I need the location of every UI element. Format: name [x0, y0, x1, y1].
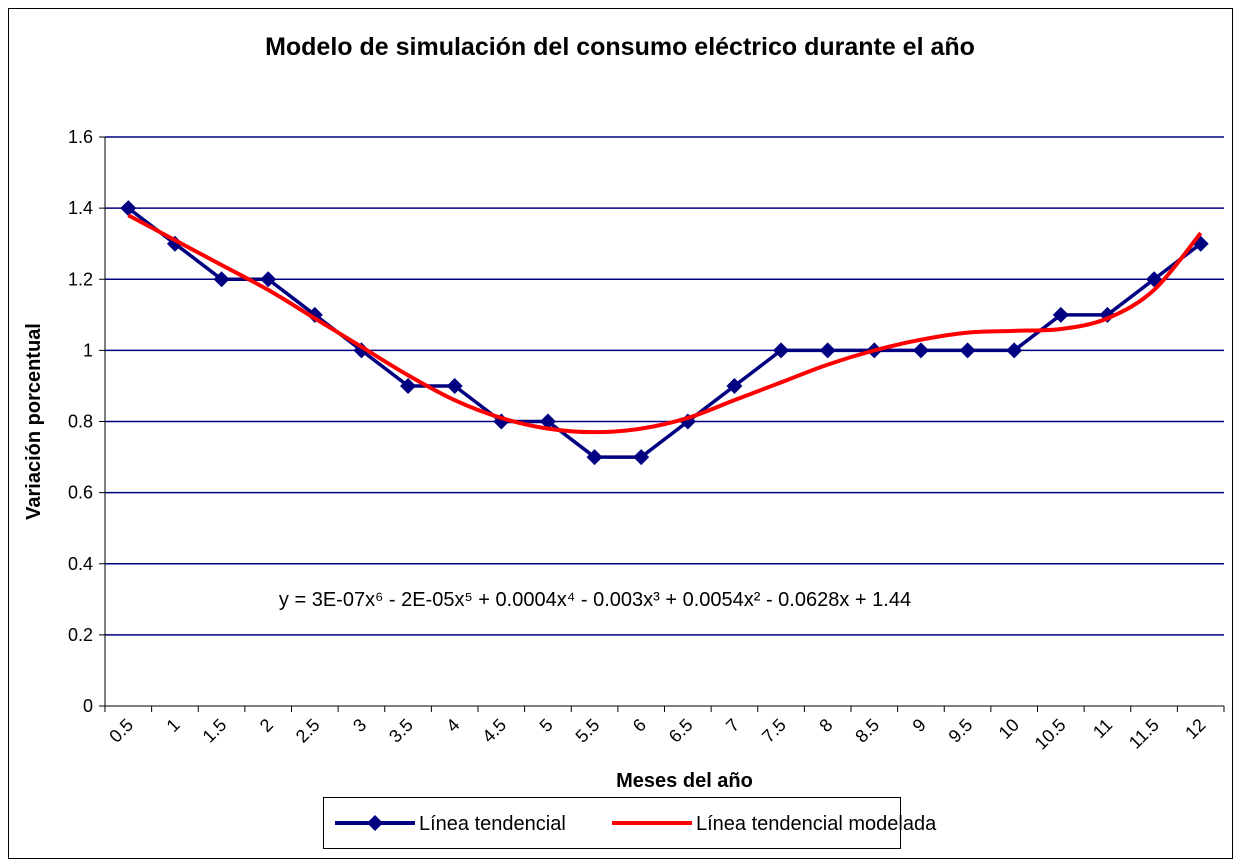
data-point — [912, 342, 929, 359]
x-tick-label: 1 — [163, 715, 184, 736]
x-tick-label: 2 — [256, 715, 277, 736]
data-point — [586, 449, 603, 466]
x-tick-label: 8 — [815, 715, 836, 736]
y-tick-label: 1.2 — [68, 269, 93, 289]
x-tick-label: 7 — [722, 715, 743, 736]
y-tick-label: 0.6 — [68, 483, 93, 503]
x-tick-label: 9.5 — [945, 715, 977, 747]
annotation: y = 3E-07x⁶ - 2E-05x⁵ + 0.0004x⁴ - 0.003… — [279, 589, 911, 611]
x-tick-label: 10.5 — [1031, 715, 1070, 754]
data-point — [773, 342, 790, 359]
x-tick-label: 2.5 — [292, 715, 324, 747]
x-tick-label: 10 — [995, 715, 1023, 743]
x-tick-label: 0.5 — [105, 715, 137, 747]
chart-title: Modelo de simulación del consumo eléctri… — [265, 33, 975, 61]
x-tick-label: 11 — [1089, 715, 1116, 742]
x-tick-label: 4 — [442, 715, 463, 736]
data-point — [213, 271, 230, 288]
series-line — [127, 213, 1203, 435]
x-tick-label: 4.5 — [478, 715, 510, 747]
data-point — [539, 413, 556, 430]
y-axis-title: Variación porcentual — [23, 323, 45, 520]
x-tick-label: 5.5 — [572, 715, 604, 747]
x-tick-label: 9 — [909, 715, 930, 736]
data-point — [1052, 306, 1069, 323]
y-tick-label: 0.4 — [68, 554, 93, 574]
x-tick-label: 11.5 — [1125, 715, 1163, 753]
data-point — [120, 200, 137, 217]
chart-border — [8, 8, 1233, 859]
y-tick-label: 0.2 — [68, 625, 93, 645]
x-tick-label: 6 — [629, 715, 650, 736]
legend-label: Línea tendencial modelada — [696, 813, 937, 835]
data-point — [726, 377, 743, 394]
x-tick-label: 3 — [349, 715, 370, 736]
y-tick-label: 1.6 — [68, 127, 93, 147]
data-point — [260, 271, 277, 288]
y-tick-label: 0 — [83, 696, 93, 716]
data-point — [959, 342, 976, 359]
legend-marker — [367, 815, 383, 831]
data-point — [1006, 342, 1023, 359]
x-axis-title: Meses del año — [616, 770, 753, 792]
x-tick-label: 1.5 — [199, 715, 231, 747]
y-tick-label: 1 — [83, 340, 93, 360]
x-tick-label: 5 — [536, 715, 557, 736]
data-point — [446, 377, 463, 394]
legend-label: Línea tendencial — [419, 813, 566, 835]
data-point — [633, 449, 650, 466]
y-tick-label: 0.8 — [68, 412, 93, 432]
x-tick-label: 6.5 — [665, 715, 697, 747]
y-tick-label: 1.4 — [68, 198, 93, 218]
x-tick-label: 3.5 — [385, 715, 417, 747]
x-tick-label: 12 — [1181, 715, 1209, 743]
series-line — [127, 206, 1202, 459]
data-point — [819, 342, 836, 359]
x-tick-label: 7.5 — [758, 715, 790, 747]
x-tick-label: 8.5 — [851, 715, 883, 747]
data-point — [400, 377, 417, 394]
